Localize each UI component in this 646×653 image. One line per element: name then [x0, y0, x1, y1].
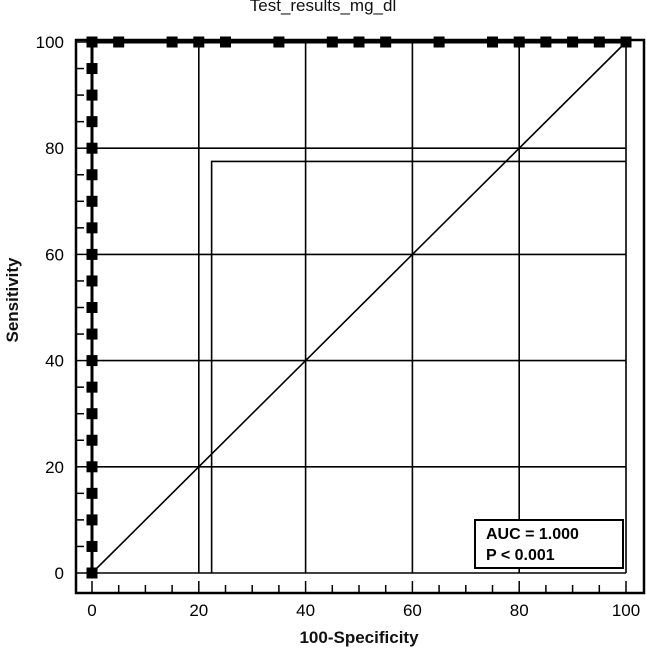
y-tick-label: 20 — [45, 458, 64, 477]
x-axis-label: 100-Specificity — [299, 628, 419, 647]
y-tick-label: 80 — [45, 139, 64, 158]
roc-point-marker — [86, 540, 98, 552]
y-tick-label: 100 — [36, 33, 64, 52]
x-tick-label: 60 — [403, 601, 422, 620]
roc-point-marker — [540, 36, 552, 48]
roc-point-marker — [86, 169, 98, 181]
roc-point-marker — [86, 222, 98, 234]
roc-point-marker — [86, 275, 98, 287]
reference-diagonal-line — [91, 41, 627, 574]
roc-point-marker — [86, 381, 98, 393]
roc-point-marker — [86, 355, 98, 367]
plot-frame — [74, 38, 646, 595]
roc-point-marker — [86, 328, 98, 340]
y-axis-label: Sensitivity — [3, 257, 22, 343]
roc-point-marker — [113, 36, 125, 48]
x-tick-label: 80 — [510, 601, 529, 620]
roc-point-marker — [86, 567, 98, 579]
y-tick-label: 40 — [45, 352, 64, 371]
roc-point-marker — [326, 36, 338, 48]
roc-point-marker — [86, 89, 98, 101]
roc-point-marker — [86, 434, 98, 446]
auc-value-text: AUC = 1.000 — [486, 526, 579, 543]
y-tick-label: 0 — [55, 564, 64, 583]
roc-point-marker — [380, 36, 392, 48]
x-tick-label: 40 — [296, 601, 315, 620]
roc-point-marker — [86, 195, 98, 207]
roc-point-marker — [86, 514, 98, 526]
roc-point-marker — [353, 36, 365, 48]
roc-point-marker — [620, 36, 632, 48]
roc-point-marker — [273, 36, 285, 48]
roc-point-marker — [86, 408, 98, 420]
roc-point-marker — [86, 63, 98, 75]
roc-point-marker — [487, 36, 498, 48]
roc-point-marker — [86, 461, 98, 473]
criterion-line — [210, 160, 626, 573]
roc-point-marker — [86, 36, 98, 48]
x-tick-label: 0 — [87, 601, 96, 620]
roc-point-marker — [166, 36, 178, 48]
auc-annotation-box: AUC = 1.000 P < 0.001 — [474, 519, 624, 569]
roc-point-marker — [86, 302, 98, 313]
roc-point-marker — [567, 36, 579, 48]
roc-point-marker — [513, 36, 525, 48]
roc-point-marker — [86, 487, 98, 499]
roc-point-marker — [86, 116, 98, 128]
chart-title: Test_results_mg_dl — [249, 0, 397, 15]
roc-point-marker — [593, 36, 605, 48]
p-value-text: P < 0.001 — [486, 547, 555, 564]
roc-point-marker — [193, 36, 205, 48]
roc-point-marker — [220, 36, 231, 48]
roc-point-marker — [433, 36, 445, 48]
roc-point-marker — [86, 248, 98, 260]
roc-point-marker — [86, 142, 98, 154]
x-tick-label: 100 — [612, 601, 640, 620]
x-tick-label: 20 — [189, 601, 208, 620]
y-tick-label: 60 — [45, 245, 64, 264]
